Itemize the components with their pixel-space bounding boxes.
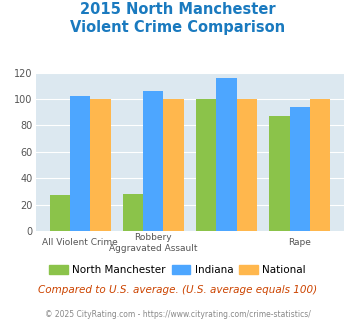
Bar [163, 99, 184, 231]
Bar [143, 91, 163, 231]
Bar [196, 99, 217, 231]
Bar [269, 116, 290, 231]
Text: Robbery: Robbery [135, 233, 172, 242]
Text: Aggravated Assault: Aggravated Assault [109, 244, 197, 253]
Text: Compared to U.S. average. (U.S. average equals 100): Compared to U.S. average. (U.S. average … [38, 285, 317, 295]
Bar [50, 195, 70, 231]
Bar [310, 99, 330, 231]
Text: © 2025 CityRating.com - https://www.cityrating.com/crime-statistics/: © 2025 CityRating.com - https://www.city… [45, 310, 310, 318]
Bar [90, 99, 110, 231]
Text: All Violent Crime: All Violent Crime [42, 238, 118, 247]
Text: Violent Crime Comparison: Violent Crime Comparison [70, 20, 285, 35]
Bar [123, 194, 143, 231]
Bar [70, 96, 90, 231]
Bar [217, 78, 237, 231]
Bar [290, 107, 310, 231]
Legend: North Manchester, Indiana, National: North Manchester, Indiana, National [45, 261, 310, 280]
Bar [237, 99, 257, 231]
Text: 2015 North Manchester: 2015 North Manchester [80, 2, 275, 16]
Text: Rape: Rape [288, 238, 311, 247]
